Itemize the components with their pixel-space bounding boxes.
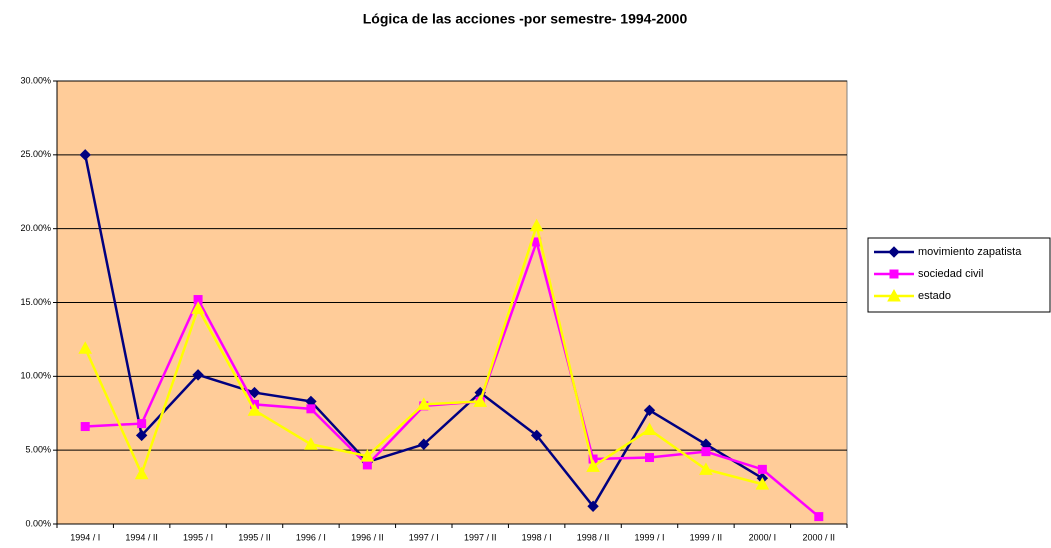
legend-marker — [887, 288, 901, 302]
data-point — [699, 462, 713, 475]
data-point — [79, 149, 91, 161]
y-tick-label: 30.00% — [20, 75, 51, 85]
data-point — [306, 404, 316, 414]
data-point — [137, 419, 147, 429]
y-tick-label: 15.00% — [20, 297, 51, 307]
data-point — [418, 438, 430, 450]
legend-marker — [888, 246, 900, 258]
legend-label: sociedad civil — [918, 268, 983, 280]
legend-marker — [889, 269, 899, 279]
x-tick-label: 1998 / II — [577, 532, 610, 542]
x-tick-label: 1994 / I — [70, 532, 100, 542]
data-point — [701, 447, 711, 457]
data-point — [530, 429, 543, 442]
y-tick-label: 10.00% — [20, 371, 51, 381]
data-point — [586, 459, 600, 472]
x-tick-label: 1999 / II — [690, 532, 723, 542]
data-point — [643, 404, 656, 417]
x-tick-label: 1995 / I — [183, 532, 213, 542]
x-tick-label: 2000/ I — [749, 532, 777, 542]
data-point — [587, 500, 599, 512]
data-point — [360, 449, 375, 462]
x-tick-label: 2000 / II — [803, 532, 836, 542]
x-tick-label: 1997 / I — [409, 532, 439, 542]
data-point — [135, 429, 148, 442]
y-tick-label: 5.00% — [25, 445, 51, 455]
x-tick-label: 1998 / I — [522, 532, 552, 542]
data-point — [304, 437, 318, 450]
data-point — [642, 422, 657, 435]
x-tick-label: 1997 / II — [464, 532, 497, 542]
data-point — [78, 341, 93, 354]
chart-title: Lógica de las acciones -por semestre- 19… — [363, 11, 688, 27]
data-point — [416, 397, 431, 410]
data-point — [80, 422, 90, 432]
x-tick-label: 1996 / I — [296, 532, 326, 542]
data-point — [755, 477, 770, 490]
data-point — [529, 218, 544, 232]
data-point — [473, 394, 488, 407]
x-tick-label: 1994 / II — [125, 532, 158, 542]
data-point — [814, 512, 824, 522]
data-point — [191, 301, 205, 314]
data-point — [134, 466, 149, 480]
legend-label: movimiento zapatista — [918, 246, 1022, 258]
data-point — [192, 369, 204, 381]
y-tick-label: 20.00% — [20, 223, 51, 233]
data-point — [645, 453, 654, 463]
x-tick-label: 1995 / II — [238, 532, 271, 542]
data-point — [757, 464, 767, 474]
data-point — [247, 403, 262, 416]
data-point — [362, 460, 372, 470]
y-tick-label: 25.00% — [20, 149, 51, 159]
data-point — [248, 386, 261, 399]
y-tick-label: 0.00% — [25, 518, 51, 528]
x-tick-label: 1996 / II — [351, 532, 384, 542]
legend-label: estado — [918, 290, 951, 302]
x-tick-label: 1999 / I — [634, 532, 664, 542]
